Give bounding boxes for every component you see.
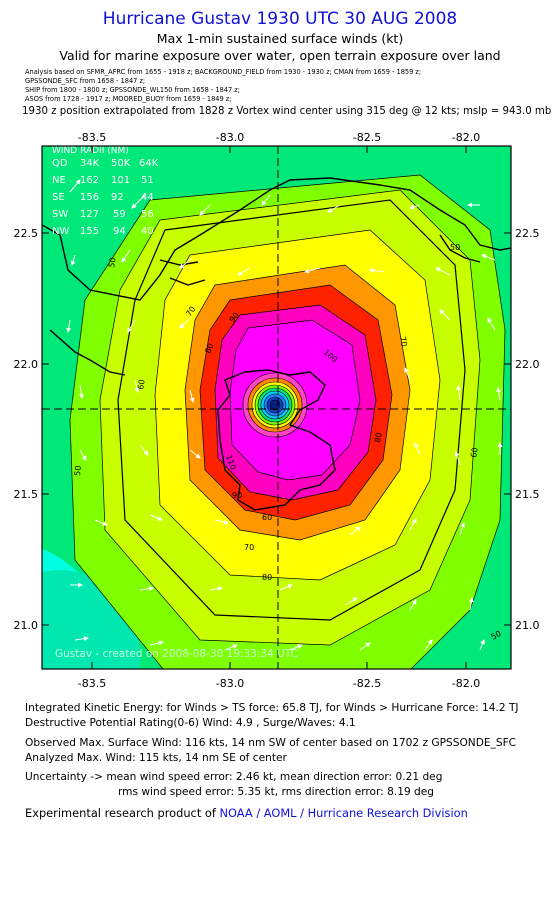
source-line: ASOS from 1728 - 1917 z; MOORED_BUOY fro…: [25, 95, 232, 103]
lon-tick-label: -83.5: [78, 131, 106, 144]
wind-radii-title: WIND RADII (NM): [52, 146, 129, 156]
contour-label: 60: [136, 379, 147, 391]
wind-vectors: [66, 179, 503, 651]
wind-radii-cell: 40: [141, 226, 154, 237]
wind-radii-cell: 94: [113, 226, 126, 237]
page-title: Hurricane Gustav 1930 UTC 30 AUG 2008: [102, 9, 458, 29]
contour-label: 60: [469, 447, 480, 459]
contour-label: 50: [450, 243, 460, 252]
wind-radii-cell: 51: [141, 175, 154, 186]
uncertainty-line: Uncertainty -> mean wind speed error: 2.…: [25, 771, 443, 783]
dpr-line: Destructive Potential Rating(0-6) Wind: …: [25, 717, 356, 729]
wind-radii-cell: 59: [113, 209, 126, 220]
lon-tick-label: -83.5: [78, 677, 106, 690]
lat-tick-label: 22.5: [515, 227, 540, 240]
product-line: Experimental research product of NOAA / …: [25, 806, 468, 820]
wind-radii-cell: 101: [111, 175, 130, 186]
contour-label: 80: [203, 342, 215, 355]
contour-label: 50: [490, 629, 503, 642]
wind-field-map: 50 60 70 80 90 100 110 50 60 70 80 90 50…: [14, 131, 540, 690]
wind-radii-table: WIND RADII (NM) QD 34K 50K 64K NE 162 10…: [52, 146, 159, 237]
position-note: 1930 z position extrapolated from 1828 z…: [22, 106, 552, 117]
map-credit: Gustav - created on 2008-08-30 19:33:34 …: [55, 648, 298, 660]
lat-tick-label: 21.5: [14, 488, 39, 501]
wind-radii-header: 34K: [80, 158, 100, 169]
axis-ticks: [42, 146, 511, 669]
wind-radii-header: QD: [52, 158, 68, 169]
lon-tick-label: -82.0: [452, 677, 480, 690]
wind-contour-fill: 50 60 70 80 90 100 110 50 60 70 80 90 50…: [42, 146, 511, 669]
wind-radii-cell: NE: [52, 175, 66, 186]
lon-tick-label: -83.0: [216, 131, 244, 144]
lat-tick-label: 22.0: [14, 358, 39, 371]
ike-line: Integrated Kinetic Energy: for Winds > T…: [25, 702, 519, 714]
contour-label: 60: [262, 513, 272, 522]
wind-radii-cell: 92: [111, 192, 124, 203]
hrd-link[interactable]: NOAA / AOML / Hurricane Research Divisio…: [219, 806, 468, 820]
contour-label: 80: [262, 573, 272, 582]
contour-label: 80: [373, 432, 384, 444]
eye-rings: [242, 372, 308, 438]
contour-label: 50: [107, 257, 118, 269]
lat-tick-label: 22.5: [14, 227, 39, 240]
wind-radii-header: 64K: [139, 158, 159, 169]
source-line: GPSSONDE_SFC from 1658 - 1847 z;: [25, 77, 146, 85]
lat-tick-label: 21.5: [515, 488, 540, 501]
plot-frame: [41, 145, 512, 670]
contour-label: 70: [398, 336, 409, 348]
source-line: SHIP from 1800 - 1800 z; GPSSONDE_WL150 …: [25, 86, 240, 94]
lon-tick-label: -82.5: [353, 677, 381, 690]
wind-radii-cell: 156: [80, 192, 99, 203]
lat-tick-label: 21.0: [14, 619, 39, 632]
axis-labels: -83.5 -83.0 -82.5 -82.0 -83.5 -83.0 -82.…: [14, 131, 540, 690]
product-prefix: Experimental research product of: [25, 806, 220, 820]
lon-tick-label: -82.5: [353, 131, 381, 144]
center-crosshair: [42, 146, 511, 669]
lat-tick-label: 22.0: [515, 358, 540, 371]
coastline: [42, 177, 511, 511]
lon-tick-label: -83.0: [216, 677, 244, 690]
wind-radii-cell: 155: [80, 226, 99, 237]
contour-label: 70: [244, 543, 254, 552]
subtitle-exposure: Valid for marine exposure over water, op…: [59, 48, 501, 63]
analyzed-max-line: Analyzed Max. Wind: 115 kts, 14 nm SE of…: [25, 752, 287, 764]
wind-radii-cell: NW: [52, 226, 69, 237]
wind-radii-cell: SW: [52, 209, 68, 220]
observed-max-line: Observed Max. Surface Wind: 116 kts, 14 …: [25, 737, 517, 749]
source-line: Analysis based on SFMR_AFRC from 1655 - …: [25, 68, 422, 76]
lon-tick-label: -82.0: [452, 131, 480, 144]
lat-tick-label: 21.0: [515, 619, 540, 632]
wind-radii-cell: SE: [52, 192, 65, 203]
contour-label: 50: [73, 465, 83, 476]
wind-radii-cell: 56: [141, 209, 154, 220]
uncertainty-rms-line: rms wind speed error: 5.35 kt, rms direc…: [118, 786, 435, 798]
wind-radii-header: 50K: [111, 158, 131, 169]
subtitle-winds: Max 1-min sustained surface winds (kt): [156, 31, 404, 46]
wind-radii-cell: 127: [80, 209, 99, 220]
contour-label: 90: [232, 491, 242, 500]
wind-radii-cell: 162: [80, 175, 99, 186]
wind-radii-cell: 44: [141, 192, 154, 203]
